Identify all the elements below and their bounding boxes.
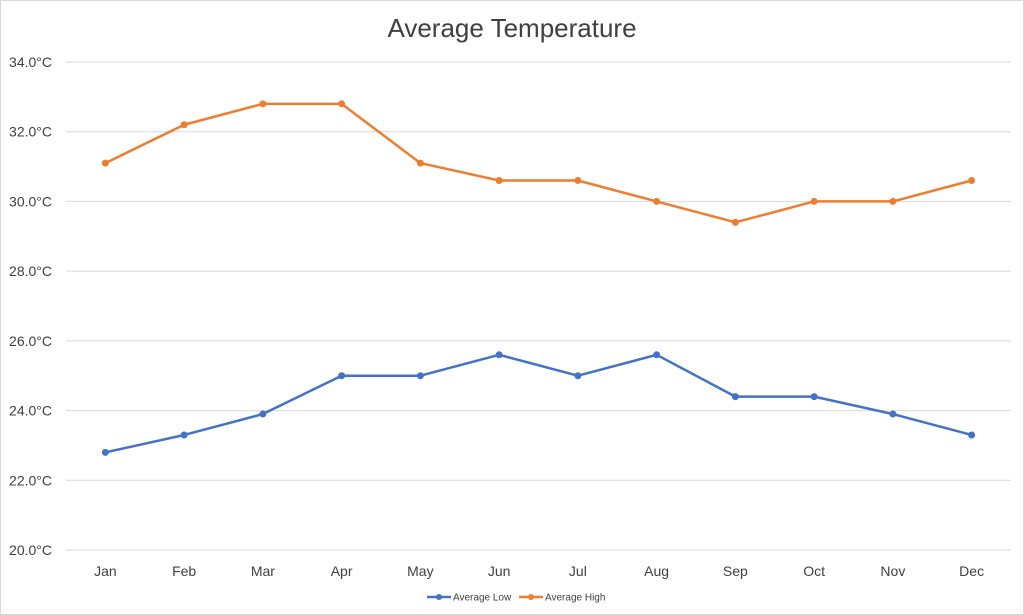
x-tick-label: Jan xyxy=(94,563,117,579)
chart-title: Average Temperature xyxy=(387,13,636,43)
data-point xyxy=(574,177,582,185)
y-tick-label: 34.0°C xyxy=(9,54,52,70)
data-point xyxy=(259,410,267,418)
y-tick-label: 28.0°C xyxy=(9,263,52,279)
y-tick-label: 22.0°C xyxy=(9,472,52,488)
series-line xyxy=(104,353,973,454)
x-tick-label: May xyxy=(407,563,433,579)
x-tick-label: Mar xyxy=(251,563,275,579)
data-point xyxy=(889,197,897,205)
x-tick-label: Jun xyxy=(488,563,511,579)
data-point xyxy=(731,393,739,401)
data-point xyxy=(889,410,897,418)
data-point xyxy=(653,351,661,359)
series-group xyxy=(101,100,976,456)
legend-item: Average Low xyxy=(427,593,512,604)
x-tick-label: Sep xyxy=(723,563,748,579)
x-axis-ticks: Jan Feb Mar Apr May Jun Jul Aug Sep Oct Nov Dec xyxy=(94,563,984,579)
data-point xyxy=(259,100,267,108)
data-point xyxy=(338,100,346,108)
data-point xyxy=(338,372,346,380)
data-point xyxy=(495,177,503,185)
legend-label: Average High xyxy=(545,593,605,604)
series-line xyxy=(104,102,973,224)
legend-label: Average Low xyxy=(453,593,512,604)
data-point xyxy=(416,372,424,380)
data-point xyxy=(495,351,503,359)
data-point xyxy=(731,218,739,226)
x-tick-label: Dec xyxy=(959,563,984,579)
y-tick-label: 20.0°C xyxy=(9,542,52,558)
x-tick-label: Aug xyxy=(644,563,669,579)
data-point xyxy=(968,431,976,439)
data-point xyxy=(416,159,424,167)
y-tick-label: 26.0°C xyxy=(9,333,52,349)
legend-marker xyxy=(436,594,442,600)
data-point xyxy=(180,431,188,439)
data-point xyxy=(180,121,188,129)
gridlines xyxy=(66,61,1011,551)
x-tick-label: Feb xyxy=(172,563,196,579)
data-point xyxy=(653,197,661,205)
series-1 xyxy=(101,100,976,226)
x-tick-label: Oct xyxy=(803,563,825,579)
data-point xyxy=(810,393,818,401)
legend-item: Average High xyxy=(519,593,605,604)
data-point xyxy=(968,177,976,185)
y-tick-label: 24.0°C xyxy=(9,403,52,419)
data-point xyxy=(101,159,109,167)
legend: Average Low Average High xyxy=(427,593,605,604)
x-tick-label: Nov xyxy=(880,563,905,579)
data-point xyxy=(101,448,109,456)
x-tick-label: Jul xyxy=(569,563,587,579)
x-tick-label: Apr xyxy=(331,563,353,579)
data-point xyxy=(574,372,582,380)
y-tick-label: 30.0°C xyxy=(9,193,52,209)
series-0 xyxy=(101,351,976,456)
y-axis-ticks: 20.0°C 22.0°C 24.0°C 26.0°C 28.0°C 30.0°C 32.0… xyxy=(9,54,52,558)
data-point xyxy=(810,197,818,205)
y-tick-label: 32.0°C xyxy=(9,124,52,140)
legend-marker xyxy=(528,594,534,600)
